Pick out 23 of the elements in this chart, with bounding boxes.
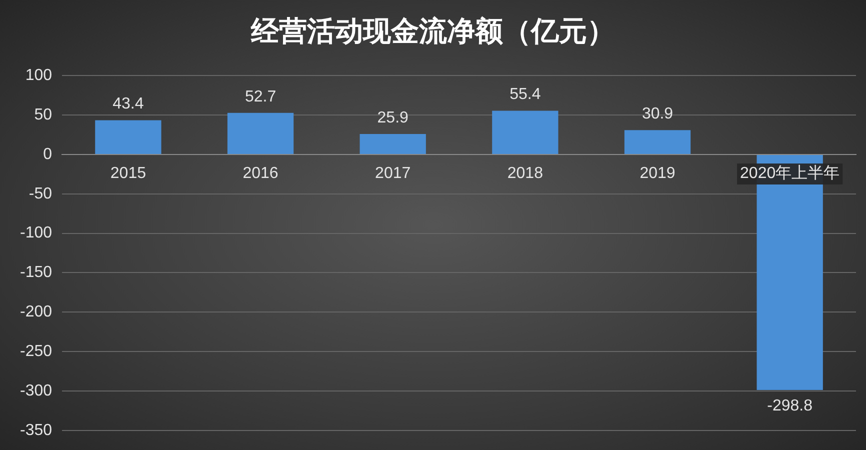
x-tick-label: 2015 [110, 164, 146, 182]
y-tick-label: -350 [20, 422, 52, 439]
y-tick-label: -200 [20, 304, 52, 321]
data-label: 25.9 [377, 109, 409, 126]
x-tick-label: 2018 [507, 164, 544, 182]
x-tick-label: 2019 [640, 164, 676, 182]
y-tick-label: 50 [34, 106, 52, 124]
data-label: -298.8 [767, 397, 813, 414]
chart-title: 经营活动现金流净额（亿元） [250, 16, 615, 47]
x-tick-label: 2020年上半年 [740, 164, 840, 182]
data-label: 30.9 [642, 105, 674, 122]
y-tick-label: -50 [28, 185, 52, 202]
y-tick-label: -250 [20, 342, 52, 360]
data-label: 55.4 [510, 86, 541, 104]
data-label: 52.7 [244, 88, 276, 106]
y-tick-label: -300 [20, 382, 52, 400]
x-tick-label: 2017 [375, 164, 411, 182]
x-tick-label: 2016 [242, 164, 278, 182]
y-tick-label: -150 [20, 264, 52, 282]
y-tick-label: 0 [43, 146, 52, 163]
y-tick-label: 100 [25, 67, 52, 84]
y-tick-label: -100 [20, 224, 52, 242]
data-label: 43.4 [112, 96, 144, 113]
